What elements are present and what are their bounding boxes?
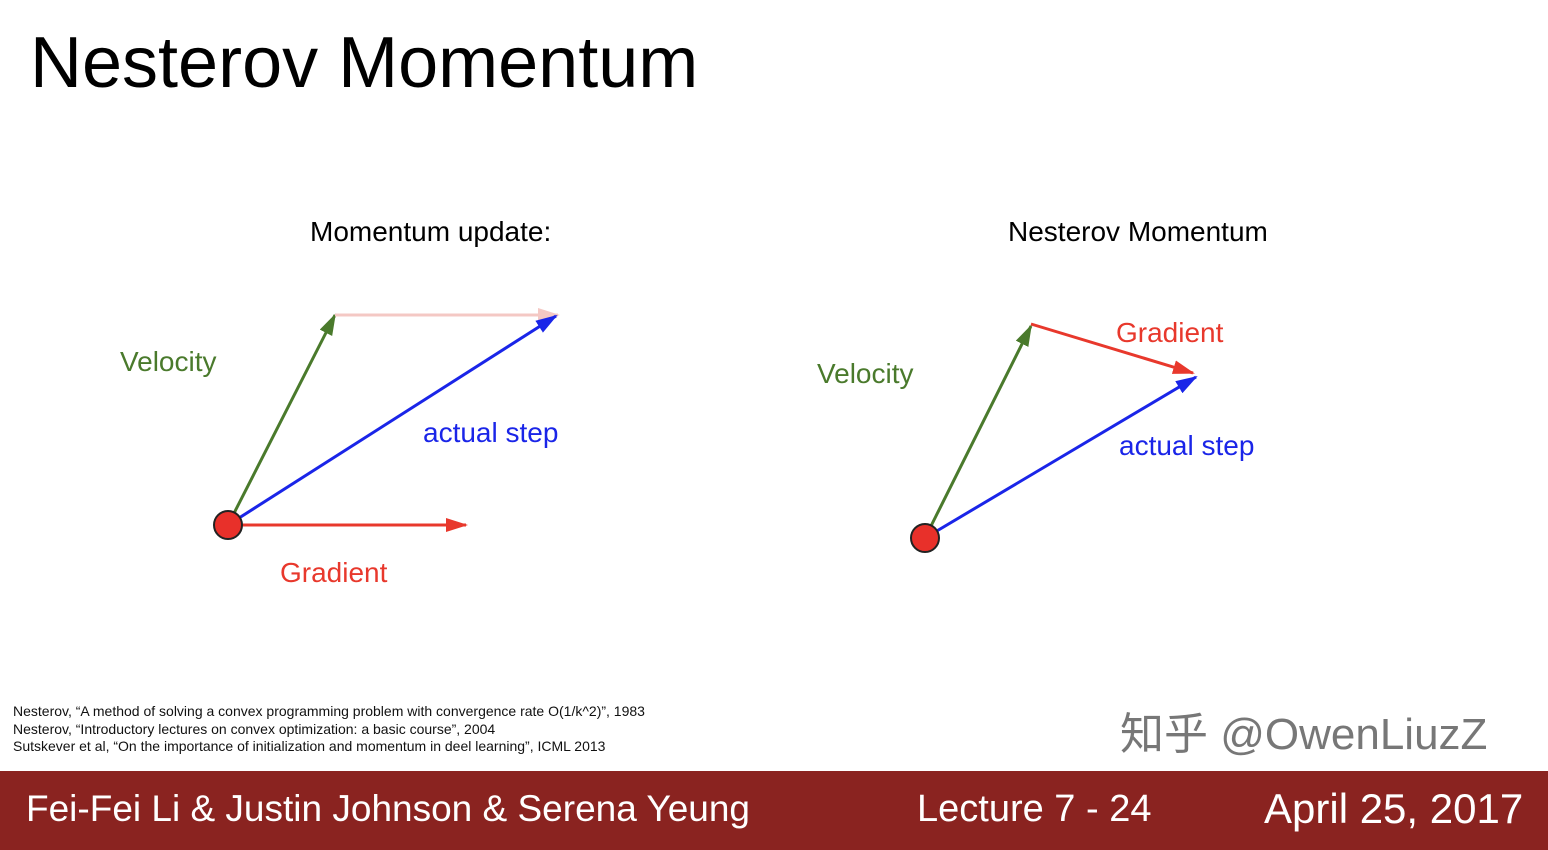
right-step-label: actual step [1119,430,1255,461]
reference-item: Sutskever et al, “On the importance of i… [13,738,606,754]
left-velocity-arrow [226,313,337,526]
right-start-point [910,523,940,553]
references: Nesterov, “A method of solving a convex … [13,703,645,756]
left-start-point [213,510,243,540]
right-step-arrow [924,375,1198,540]
footer-authors: Fei-Fei Li & Justin Johnson & Serena Yeu… [26,788,751,829]
left-step-label: actual step [423,417,559,448]
right-gradient-arrow [1030,322,1195,375]
left-subtitle: Momentum update: [310,216,552,247]
left-diagram [213,308,560,540]
right-subtitle: Nesterov Momentum [1008,216,1268,247]
left-gradient-label: Gradient [280,557,388,588]
right-velocity-label: Velocity [817,358,914,389]
reference-item: Nesterov, “A method of solving a convex … [13,703,645,719]
right-velocity-arrow [923,324,1033,539]
slide-title: Nesterov Momentum [30,23,699,103]
right-diagram [910,322,1198,553]
left-velocity-label: Velocity [120,346,217,377]
right-gradient-label: Gradient [1116,317,1224,348]
watermark: 知乎 @OwenLiuzZ [1120,710,1488,759]
left-step-arrow [227,314,558,527]
footer-lecture: Lecture 7 - 24 [917,788,1152,830]
footer-bar [0,771,1548,850]
reference-item: Nesterov, “Introductory lectures on conv… [13,720,496,737]
footer-date: April 25, 2017 [1264,785,1524,832]
